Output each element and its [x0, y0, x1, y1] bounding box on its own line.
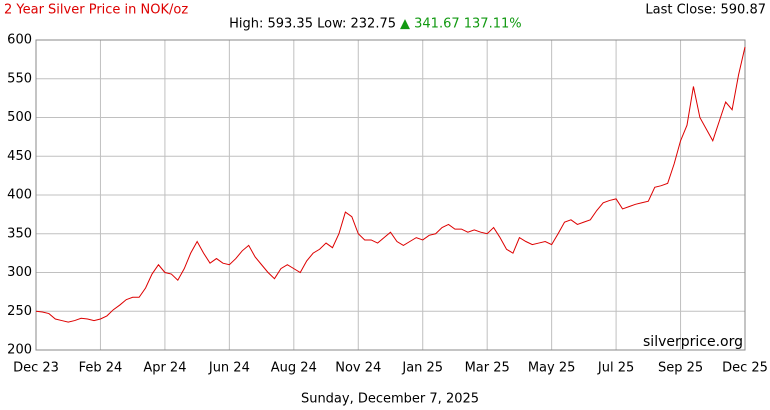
plot-frame: [35, 39, 746, 351]
price-line: [35, 46, 746, 323]
watermark: silverprice.org: [643, 334, 743, 350]
x-tick-label: May 25: [528, 361, 576, 376]
y-tick-label: 400: [7, 188, 32, 203]
x-tick-label: Feb 24: [79, 361, 123, 376]
x-tick-label: Jun 24: [208, 361, 250, 376]
y-tick-label: 600: [7, 33, 32, 48]
y-tick-label: 200: [7, 343, 32, 358]
x-tick-label: Jul 25: [597, 361, 634, 376]
change: ▲ 341.67 137.11%: [400, 17, 522, 32]
date: Sunday, December 7, 2025: [301, 392, 479, 407]
x-tick-label: Jan 25: [401, 361, 443, 376]
x-tick-label: Mar 25: [465, 361, 510, 376]
x-tick-label: Aug 24: [271, 361, 317, 376]
plot: 200 250 300 350 400 450 500 550 600 Dec 23 Feb 24 A…: [7, 33, 768, 376]
x-tick-label: Dec 23: [13, 361, 59, 376]
y-tick-label: 500: [7, 110, 32, 125]
x-tick-label: Dec 25: [722, 361, 768, 376]
y-tick-label: 350: [7, 226, 32, 241]
stats: High: 593.35 Low: 232.75: [229, 17, 396, 32]
x-tick-label: Nov 24: [335, 361, 381, 376]
chart-title: 2 Year Silver Price in NOK/oz: [4, 3, 188, 18]
x-tick-label: Sep 25: [658, 361, 703, 376]
y-tick-label: 450: [7, 149, 32, 164]
y-tick-label: 250: [7, 304, 32, 319]
y-tick-label: 550: [7, 71, 32, 86]
last-close: Last Close: 590.87: [645, 3, 766, 18]
y-tick-label: 300: [7, 265, 32, 280]
x-tick-label: Apr 24: [143, 361, 186, 376]
